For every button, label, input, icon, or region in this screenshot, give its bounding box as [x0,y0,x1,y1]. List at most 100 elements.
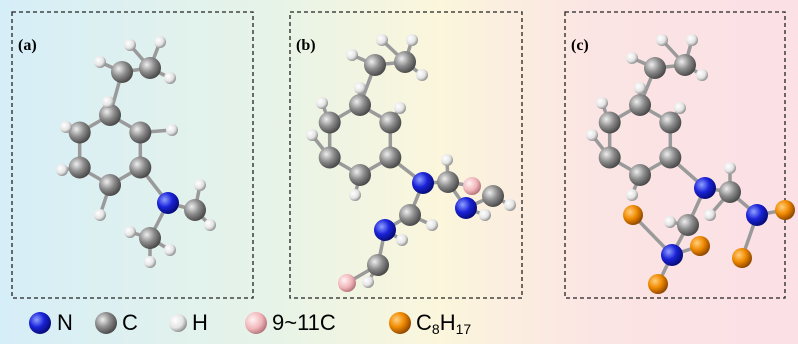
atom [599,147,621,169]
atom [644,57,666,79]
atom [379,112,401,134]
atom [394,51,416,73]
atom [111,61,133,83]
atom [124,226,136,238]
atom [724,162,736,174]
atom [406,34,418,46]
atom [204,219,216,231]
legend-atom [245,312,267,334]
atom [139,57,161,79]
legend-atom [169,314,187,332]
atom [634,82,646,94]
atom [346,49,358,61]
atom [455,197,477,219]
atom [629,94,651,116]
atom [463,177,481,195]
atom [441,154,453,166]
atom [364,54,386,76]
atom [316,97,328,109]
atom [504,199,516,211]
legend-label: 9~11C [272,310,336,335]
atom [626,52,638,64]
atom [732,248,752,268]
atom [94,209,106,221]
atom [626,189,638,201]
atom [674,54,696,76]
atom [659,112,681,134]
atom [394,102,406,114]
atom [412,172,434,194]
atom [775,200,795,220]
atom [719,181,741,203]
legend-label: C [122,310,138,335]
atom [437,171,459,193]
atom [376,34,388,46]
atom [659,147,681,169]
atom [396,234,408,246]
atom [479,209,491,221]
atom [184,199,206,221]
atom [124,39,136,51]
atom [379,147,401,169]
atom [367,254,389,276]
atom [629,164,651,186]
panel-label: (a) [18,37,37,54]
atom [696,69,708,81]
figure: (a) (b) (c) N C H 9~11C C8H17 [0,0,798,344]
atom [746,204,768,226]
atom [69,157,91,179]
atom [349,94,371,116]
atom [349,189,361,201]
atom [69,122,91,144]
legend-atom [29,312,51,334]
atom [60,121,72,133]
atom [586,129,598,141]
atom [694,177,716,199]
panel-label: (b) [296,37,316,54]
atom [144,256,156,268]
atom [166,124,178,136]
atom [129,157,151,179]
atom [99,174,121,196]
atom [661,244,683,266]
atom [319,112,341,134]
atom [704,209,716,221]
atom [319,147,341,169]
atom [94,56,106,68]
atom [599,112,621,134]
atom [164,244,176,256]
atom [416,69,428,81]
atom [194,179,206,191]
atom [129,122,151,144]
atom [349,164,371,186]
atom [139,227,161,249]
atom [482,185,504,207]
atom [648,274,668,294]
atom [306,129,318,141]
atom [399,204,421,226]
legend-atom [389,312,411,334]
atom [102,96,114,108]
atom [154,36,166,48]
atom [664,216,676,228]
atom [164,72,176,84]
atom [677,214,699,236]
atom [338,274,356,292]
legend-atom [95,312,117,334]
legend-label: H [192,310,208,335]
atom [686,34,698,46]
atom [157,192,179,214]
atom [374,219,396,241]
atom [354,82,366,94]
atom [690,236,710,256]
panel-label: (c) [571,37,589,54]
atom [656,34,668,46]
atom [623,205,643,225]
atom [596,97,608,109]
atom [674,102,686,114]
atom [426,219,438,231]
atom [362,276,374,288]
atom [56,164,68,176]
legend-label: N [57,310,73,335]
background [0,0,798,344]
